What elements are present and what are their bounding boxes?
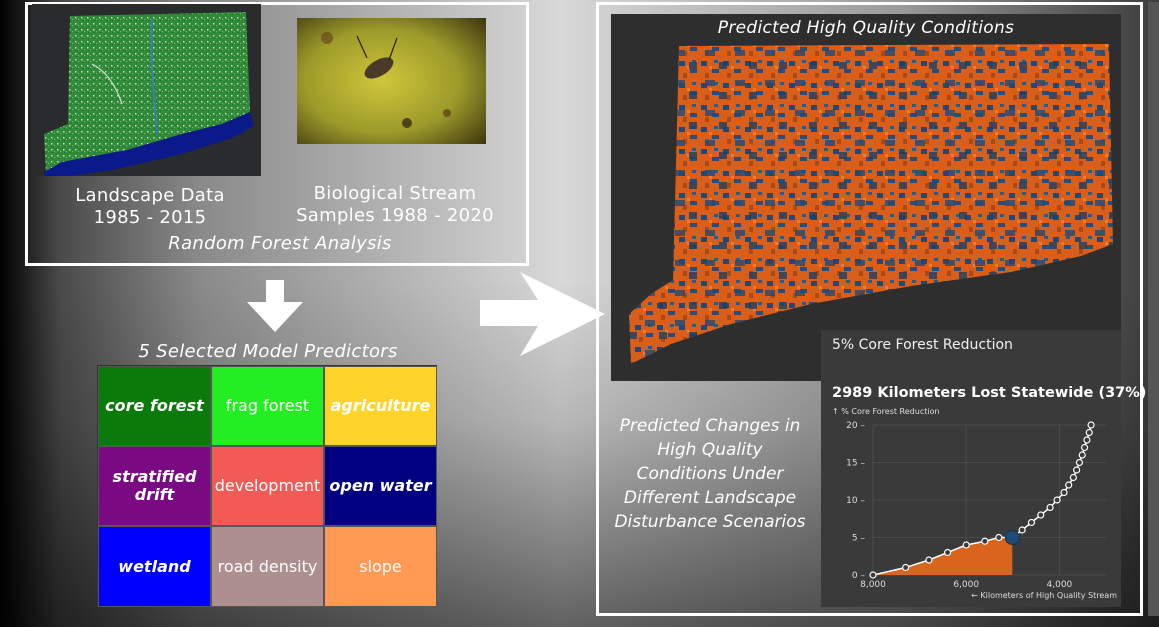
analysis-frame [25, 2, 529, 266]
x-axis-caption: ← Kilometers of High Quality Stream [971, 591, 1117, 600]
predictor-grid: core forest frag forest agriculture stratif… [97, 365, 437, 607]
bio-samples-caption: Biological Stream Samples 1988 - 2020 [275, 183, 515, 227]
predictor-cell-open-water: open water [324, 446, 437, 526]
data-point [1053, 496, 1061, 504]
x-tick-label: 4,000 [1047, 580, 1073, 590]
data-point [869, 571, 877, 579]
landscape-caption-line2: 1985 - 2015 [93, 207, 207, 228]
y-tick-label: 0 – [852, 571, 866, 581]
predictor-cell-stratified-drift: stratified drift [98, 446, 211, 526]
data-point [995, 533, 1003, 542]
right-arrow-icon [480, 272, 605, 356]
landscape-caption-line1: Landscape Data [75, 185, 225, 206]
data-point [981, 537, 989, 545]
predictor-cell-agriculture: agriculture [324, 366, 437, 446]
y-tick-label: 20 – [846, 421, 865, 431]
data-point [1087, 421, 1095, 429]
y-tick-label: 15 – [846, 459, 865, 469]
landscape-map-graphic [44, 12, 254, 176]
data-point [1027, 518, 1036, 527]
x-tick-label: 6,000 [953, 580, 979, 590]
results-frame [596, 2, 1143, 616]
data-point [943, 548, 952, 557]
predictor-cell-core-forest: core forest [98, 366, 211, 446]
map-title: Predicted High Quality Conditions [717, 18, 1015, 38]
chart-headline: 2989 Kilometers Lost Statewide (37%) [832, 385, 1147, 401]
current-scenario-point [1004, 530, 1020, 545]
data-point [1085, 428, 1093, 437]
data-point [1018, 526, 1026, 534]
data-point [1078, 451, 1086, 459]
predictor-cell-frag-forest: frag forest [211, 366, 324, 446]
scenario-label: 5% Core Forest Reduction [832, 337, 1013, 353]
random-forest-caption: Random Forest Analysis [168, 233, 392, 254]
predictor-cell-slope: slope [324, 526, 437, 607]
stream-sample-photo [297, 18, 486, 144]
y-tick-label: 10 – [846, 496, 865, 506]
scenario-chart-panel: 0 – 5 – 10 – 15 – 20 – 8,000 6,000 4,000 ← Kilom… [821, 330, 1146, 607]
data-point [1069, 473, 1077, 482]
data-point [1075, 458, 1084, 467]
changes-caption: Predicted Changes in High Quality Condit… [614, 416, 806, 532]
prediction-map-graphic [629, 44, 1113, 364]
predictor-cell-wetland: wetland [98, 526, 211, 607]
prediction-map [611, 14, 1121, 381]
data-point [1060, 488, 1068, 497]
data-point [1080, 443, 1089, 452]
landscape-map-image [32, 4, 261, 176]
data-point [1073, 466, 1081, 474]
predictor-cell-development: development [211, 446, 324, 526]
x-tick-label: 8,000 [860, 580, 886, 590]
edge-strip [1148, 2, 1159, 616]
predictors-title: 5 Selected Model Predictors [138, 341, 398, 362]
bio-caption-line2: Samples 1988 - 2020 [296, 205, 494, 226]
predictor-cell-road-density: road density [211, 526, 324, 607]
y-tick-label: 5 – [852, 534, 866, 544]
bio-caption-line1: Biological Stream [313, 183, 477, 204]
landscape-data-caption: Landscape Data 1985 - 2015 [50, 185, 250, 229]
data-point [1083, 436, 1091, 444]
data-point [1037, 511, 1045, 519]
scenario-chart: 0 – 5 – 10 – 15 – 20 – 8,000 6,000 4,000← Kilom… [846, 421, 1117, 600]
data-point [1046, 503, 1054, 512]
insect-photo-graphic [297, 18, 486, 144]
data-point [925, 556, 933, 564]
data-point [1065, 481, 1073, 489]
data-point [962, 541, 970, 549]
data-point [902, 563, 910, 572]
down-arrow-icon [247, 280, 303, 332]
reduction-area [873, 537, 1013, 575]
y-axis-caption: ↑ % Core Forest Reduction [832, 407, 940, 416]
